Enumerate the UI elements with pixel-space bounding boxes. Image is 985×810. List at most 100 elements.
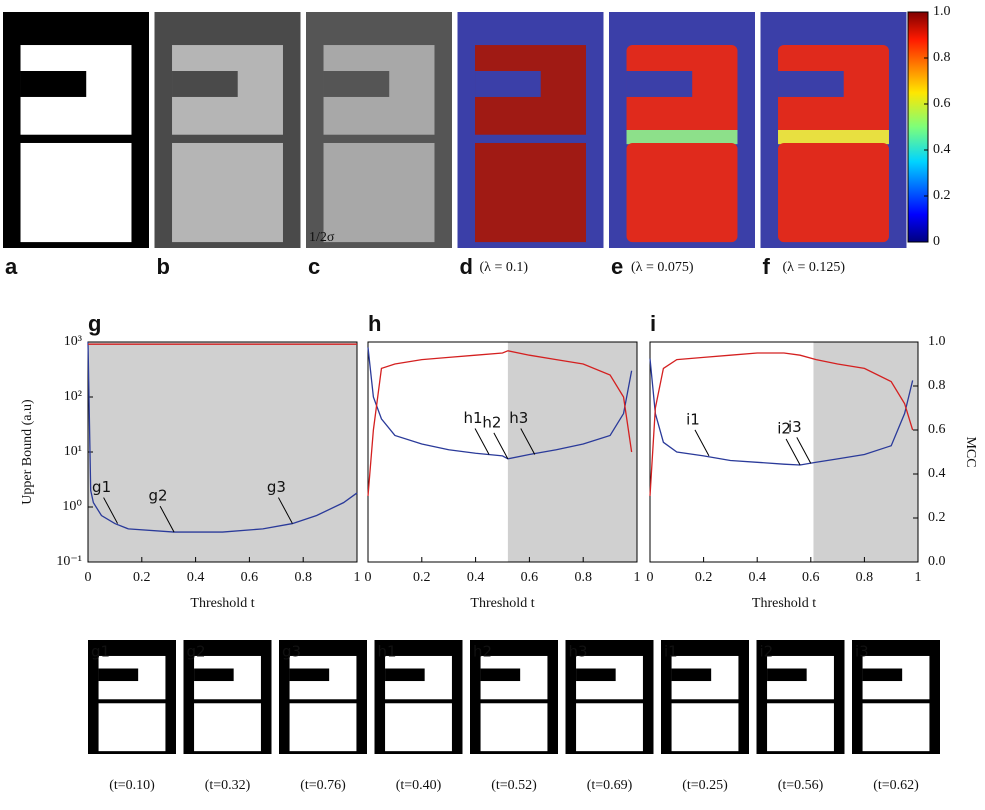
x-tick-label: 0.6 <box>521 570 539 585</box>
image-shape <box>627 143 738 242</box>
thumbnail-label: h1 <box>378 643 397 661</box>
panel-letter: e <box>611 254 623 279</box>
thumbnail-label: g2 <box>187 643 206 661</box>
annotation-leader <box>475 429 489 455</box>
image-shape <box>576 703 643 751</box>
colorbar-tick-label: 0.6 <box>933 96 951 111</box>
x-tick-label: 0 <box>365 570 372 585</box>
annotation: g3 <box>267 478 286 496</box>
x-tick-label: 0 <box>85 570 92 585</box>
x-tick-label: 0.4 <box>748 570 766 585</box>
colorbar-tick-label: 0.2 <box>933 188 951 203</box>
image-notch <box>99 669 139 682</box>
image-notch <box>475 71 541 97</box>
annotation-leader <box>786 439 800 465</box>
image-shape <box>194 703 261 751</box>
y2-tick-label: 0.6 <box>928 422 946 437</box>
image-notch <box>21 71 87 97</box>
figure: a b c 1/2σ d (λ = 0.1) e (λ = 0.075) f (λ = 0.125… <box>0 0 985 810</box>
panel-letter: g <box>88 311 101 336</box>
panel-letter: c <box>308 254 320 279</box>
image-notch <box>576 669 616 682</box>
panel-letter: f <box>763 254 771 279</box>
image-shape <box>99 703 166 751</box>
image-notch <box>324 71 390 97</box>
x-tick-label: 0 <box>647 570 654 585</box>
image-shape <box>324 143 435 242</box>
colorbar-tick-label: 1.0 <box>933 4 951 19</box>
x-axis-label: Threshold t <box>752 596 816 611</box>
y-tick-label: 10² <box>64 389 82 404</box>
annotation: g2 <box>149 487 168 505</box>
shaded-region <box>813 342 918 562</box>
thumbnail-caption: (t=0.32) <box>205 778 251 793</box>
image-notch <box>290 669 330 682</box>
image-band <box>627 130 738 144</box>
x-axis-label: Threshold t <box>190 596 254 611</box>
thumbnail-caption: (t=0.10) <box>109 778 155 793</box>
x-tick-label: 0.8 <box>856 570 874 585</box>
x-tick-label: 0.2 <box>695 570 713 585</box>
thumbnail-label: g3 <box>282 643 301 661</box>
panel-letter: i <box>650 311 656 336</box>
image-shape <box>385 703 452 751</box>
annotation: i3 <box>788 418 802 436</box>
thumbnail-caption: (t=0.69) <box>587 778 633 793</box>
image-notch <box>778 71 844 97</box>
image-shape <box>778 143 889 242</box>
panel-caption: (λ = 0.125) <box>783 260 846 275</box>
panel-caption: (λ = 0.1) <box>480 260 529 275</box>
y-tick-label: 10⁰ <box>62 499 82 514</box>
thumbnail-label: i3 <box>855 643 869 661</box>
x-tick-label: 0.8 <box>574 570 592 585</box>
thumbnail-caption: (t=0.76) <box>300 778 346 793</box>
thumbnail-caption: (t=0.25) <box>682 778 728 793</box>
annotation: i1 <box>686 410 700 428</box>
annotation-leader <box>695 430 709 456</box>
y-tick-label: 10⁻¹ <box>56 554 82 569</box>
thumbnail-caption: (t=0.56) <box>778 778 824 793</box>
thumbnail-label: h2 <box>473 643 492 661</box>
image-notch <box>627 71 693 97</box>
thumbnail-label: i1 <box>664 643 678 661</box>
image-shape <box>21 143 132 242</box>
image-shape <box>475 143 586 242</box>
thumbnail-label: h3 <box>569 643 588 661</box>
image-shape <box>672 703 739 751</box>
panel-letter: d <box>460 254 473 279</box>
y2-tick-label: 0.4 <box>928 466 946 481</box>
image-shape <box>481 703 548 751</box>
x-tick-label: 0.2 <box>133 570 151 585</box>
annotation: h2 <box>482 413 501 431</box>
colorbar-tick-label: 0.8 <box>933 50 951 65</box>
scale-label: 1/2σ <box>309 230 335 245</box>
panel-letter: h <box>368 311 381 336</box>
x-tick-label: 0.6 <box>241 570 259 585</box>
panel-letter: b <box>157 254 170 279</box>
y-axis-label: Upper Bound (a.u) <box>20 399 35 505</box>
image-notch <box>863 669 903 682</box>
x-tick-label: 0.6 <box>802 570 820 585</box>
image-shape <box>290 703 357 751</box>
shaded-region <box>508 342 637 562</box>
x-axis-label: Threshold t <box>470 596 534 611</box>
panel-caption: (λ = 0.075) <box>631 260 694 275</box>
thumbnail-caption: (t=0.40) <box>396 778 442 793</box>
image-shape <box>863 703 930 751</box>
image-notch <box>172 71 238 97</box>
y2-tick-label: 1.0 <box>928 334 946 349</box>
image-notch <box>481 669 521 682</box>
image-shape <box>172 143 283 242</box>
panel-letter: a <box>5 254 18 279</box>
x-tick-label: 0.4 <box>187 570 205 585</box>
x-tick-label: 0.8 <box>294 570 312 585</box>
image-band <box>778 130 889 144</box>
x-tick-label: 1 <box>915 570 922 585</box>
image-shape <box>767 703 834 751</box>
y2-tick-label: 0.0 <box>928 554 946 569</box>
colorbar-tick-label: 0.4 <box>933 142 951 157</box>
thumbnail-label: g1 <box>91 643 110 661</box>
image-notch <box>767 669 807 682</box>
image-notch <box>385 669 425 682</box>
colorbar-tick-label: 0 <box>933 234 940 249</box>
